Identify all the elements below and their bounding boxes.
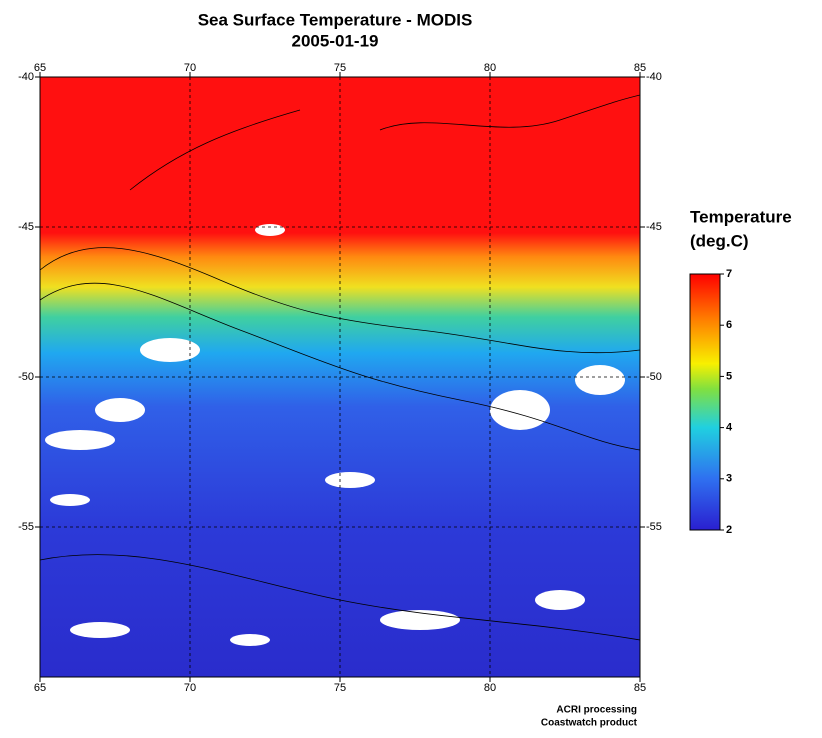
y-tick-label: -55 (18, 521, 34, 533)
colorbar-tick-label: 6 (726, 319, 732, 331)
credit: ACRI processing (556, 705, 637, 716)
y-tick-label: -50 (18, 371, 34, 383)
colorbar (689, 273, 721, 531)
x-tick-label: 80 (484, 682, 496, 694)
x-tick-label: 70 (184, 62, 196, 74)
x-tick-label: 85 (634, 62, 646, 74)
subtitle: 2005-01-19 (292, 31, 379, 50)
credit: Coastwatch product (541, 718, 638, 729)
x-tick-label: 75 (334, 62, 346, 74)
y-tick-label: -40 (18, 71, 34, 83)
colorbar-tick-label: 4 (726, 422, 733, 434)
colorbar-tick-label: 7 (726, 268, 732, 280)
x-tick-label: 70 (184, 682, 196, 694)
y-tick-label: -45 (18, 221, 34, 233)
y-tick-label: -50 (646, 371, 662, 383)
x-tick-label: 85 (634, 682, 646, 694)
y-tick-label: -40 (646, 71, 662, 83)
x-tick-label: 75 (334, 682, 346, 694)
y-tick-label: -45 (646, 221, 662, 233)
colorbar-tick-label: 3 (726, 473, 732, 485)
title: Sea Surface Temperature - MODIS (198, 10, 473, 29)
x-tick-label: 65 (34, 682, 46, 694)
colorbar-tick-label: 2 (726, 524, 732, 536)
x-tick-label: 80 (484, 62, 496, 74)
colorbar-title: (deg.C) (690, 231, 749, 250)
colorbar-tick-label: 5 (726, 370, 732, 382)
x-tick-label: 65 (34, 62, 46, 74)
colorbar-title: Temperature (690, 207, 792, 226)
y-tick-label: -55 (646, 521, 662, 533)
